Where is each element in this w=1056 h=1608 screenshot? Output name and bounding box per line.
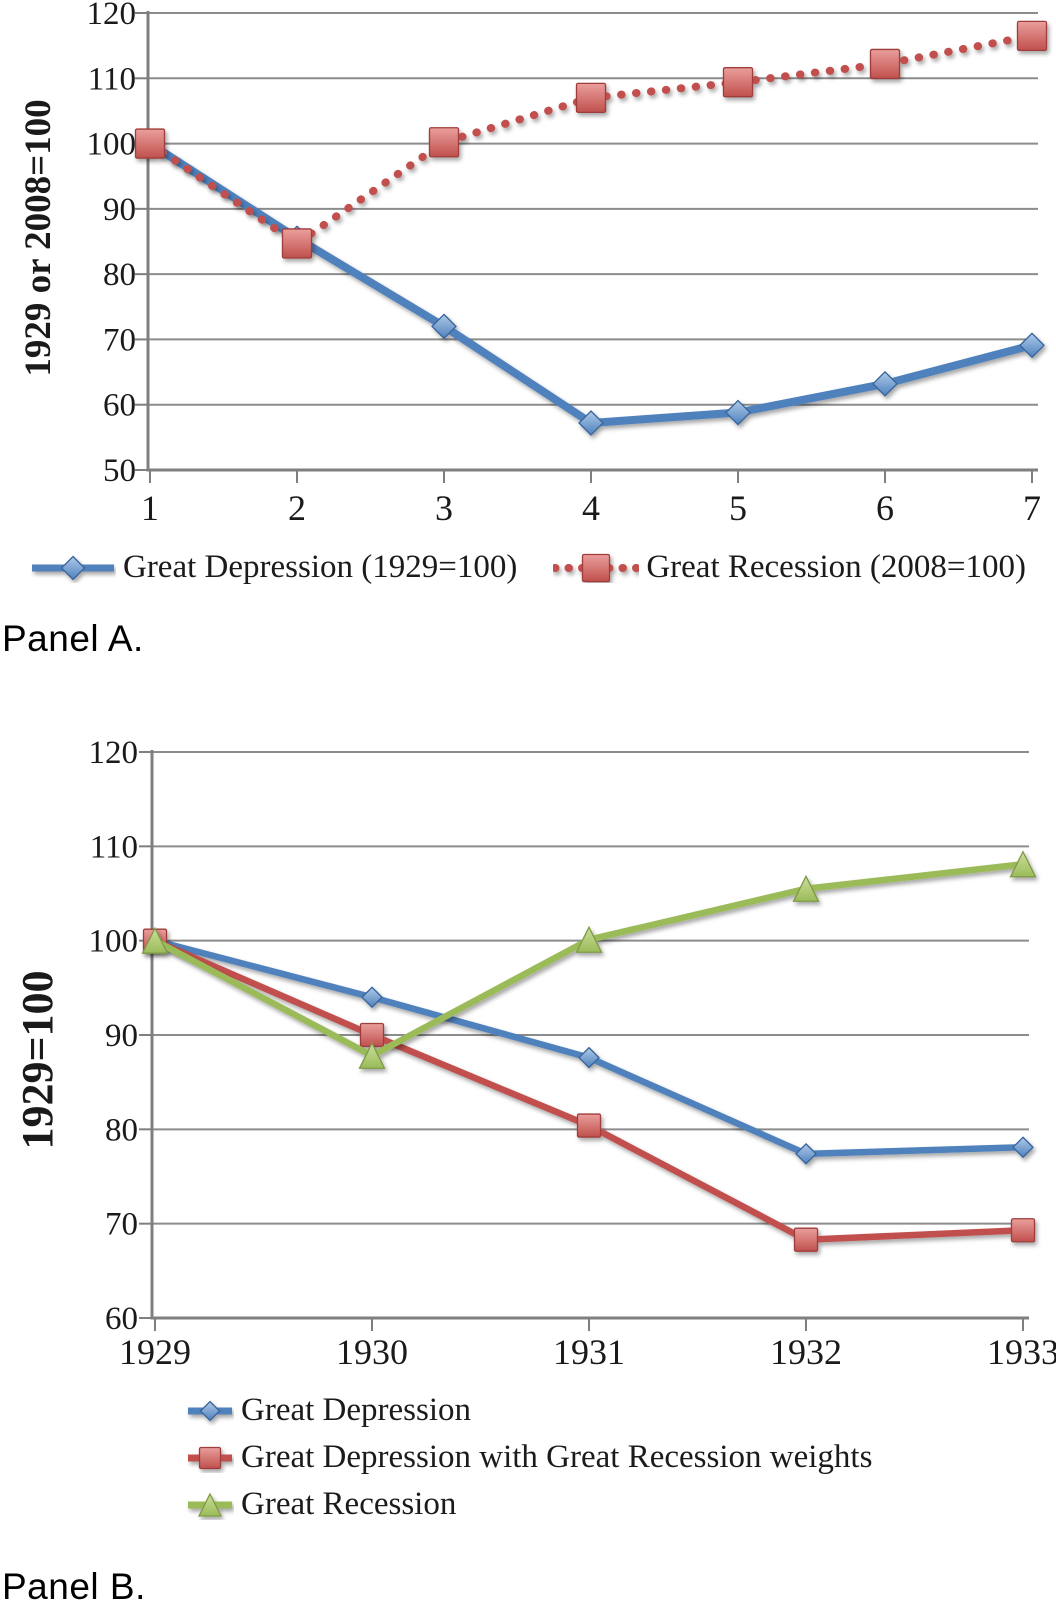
x-tick-label: 1930	[336, 1332, 408, 1372]
square-marker	[575, 82, 607, 114]
y-tick-label: 90	[103, 192, 136, 228]
diamond-marker	[431, 313, 457, 340]
diamond-marker	[725, 399, 751, 426]
y-tick-label: 120	[89, 735, 139, 771]
diamond-marker	[795, 1142, 817, 1165]
series-square	[134, 20, 1048, 259]
series-diamond	[137, 130, 1045, 436]
diamond-marker	[1012, 1136, 1034, 1159]
triangle-marker	[575, 925, 603, 953]
x-tick-label: 7	[1023, 488, 1041, 528]
legend-label: Great Recession (2008=100)	[646, 549, 1027, 585]
square-marker	[1010, 1218, 1036, 1243]
x-tick-label: 1	[141, 488, 159, 528]
x-tick-label: 6	[876, 488, 894, 528]
diamond-marker	[361, 986, 383, 1009]
x-tick-label: 5	[729, 488, 747, 528]
legend-swatch	[31, 555, 114, 580]
square-marker	[722, 67, 754, 98]
diamond-marker	[872, 370, 898, 397]
triangle-marker	[792, 874, 820, 902]
diamond-marker	[60, 555, 86, 580]
x-tick-label: 1933	[987, 1332, 1056, 1372]
y-axis-title: 1929=100	[13, 970, 62, 1149]
legend-item: Great Recession	[186, 1486, 872, 1523]
x-tick-label: 4	[582, 488, 600, 528]
square-marker	[582, 553, 611, 582]
x-tick-label: 3	[435, 488, 453, 528]
panel-b-caption: Panel B.	[2, 1566, 146, 1607]
triangle-marker	[1009, 850, 1037, 878]
square-marker	[198, 1446, 222, 1469]
legend-swatch	[188, 1492, 232, 1517]
panel-a-caption: Panel A.	[2, 618, 144, 659]
y-tick-label: 70	[105, 1207, 138, 1243]
square-marker	[281, 228, 313, 259]
square-marker	[134, 128, 166, 159]
y-tick-label: 110	[88, 61, 136, 97]
y-tick-label: 80	[105, 1112, 138, 1148]
panel-b-legend: Great Depression Great Depression with Gr…	[186, 1392, 872, 1523]
legend-item: Great Recession (2008=100)	[553, 549, 1026, 586]
square-marker	[793, 1227, 819, 1252]
diamond-marker	[578, 1046, 600, 1069]
y-tick-label: 100	[87, 127, 137, 163]
legend-swatch	[188, 1446, 232, 1469]
legend-label: Great Recession	[241, 1486, 457, 1522]
y-tick-label: 80	[103, 257, 136, 293]
legend-item: Great Depression	[186, 1392, 872, 1429]
series-square	[142, 928, 1036, 1252]
square-marker	[1016, 20, 1048, 52]
y-tick-label: 100	[89, 924, 139, 960]
y-tick-label: 50	[103, 453, 136, 489]
y-tick-label: 120	[87, 0, 137, 32]
panel-a-legend: Great Depression (1929=100) Great Recessi…	[0, 549, 1056, 586]
y-tick-label: 60	[105, 1301, 138, 1337]
y-axis-title: 1929 or 2008=100	[18, 99, 59, 376]
series-triangle	[141, 850, 1037, 1069]
panel-a-chart: 120 110 100 90 80 70 60 501 2 3 4 5 6 7 1929 or 2008=1…	[18, 0, 1048, 528]
diamond-marker	[199, 1400, 221, 1421]
triangle-marker	[141, 926, 169, 954]
series-line	[153, 937, 1024, 1243]
x-tick-label: 2	[288, 488, 306, 528]
square-marker	[576, 1113, 602, 1138]
legend-label: Great Depression with Great Recession we…	[241, 1439, 873, 1475]
diamond-marker	[578, 410, 604, 436]
y-tick-label: 70	[103, 322, 136, 358]
legend-label: Great Depression (1929=100)	[122, 549, 518, 585]
y-tick-label: 60	[103, 388, 136, 424]
legend-swatch	[553, 553, 640, 582]
y-tick-label: 90	[105, 1018, 138, 1054]
triangle-marker	[197, 1492, 223, 1517]
legend-item: Great Depression with Great Recession we…	[186, 1439, 872, 1476]
triangle-marker	[358, 1041, 386, 1069]
series-line	[147, 140, 1034, 427]
legend-label: Great Depression	[241, 1392, 472, 1428]
x-tick-label: 1931	[553, 1332, 625, 1372]
square-marker	[869, 48, 901, 80]
diamond-marker	[1019, 332, 1045, 359]
square-marker	[428, 127, 460, 158]
x-tick-label: 1929	[119, 1332, 191, 1372]
series-line	[153, 861, 1024, 1060]
legend-item: Great Depression (1929=100)	[30, 549, 517, 586]
x-tick-label: 1932	[770, 1332, 842, 1372]
y-tick-label: 110	[90, 829, 138, 865]
legend-swatch	[188, 1400, 232, 1421]
